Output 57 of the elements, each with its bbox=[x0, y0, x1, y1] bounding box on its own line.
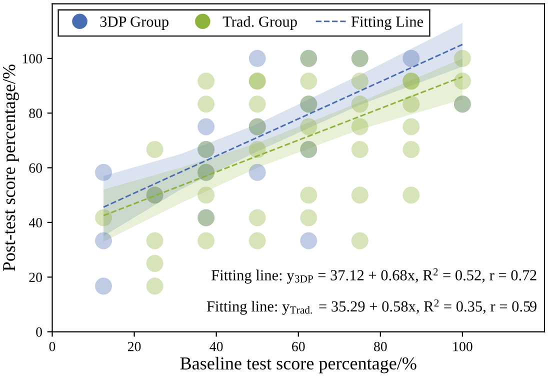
point bbox=[402, 96, 420, 113]
point bbox=[248, 232, 266, 250]
point bbox=[300, 186, 318, 204]
point bbox=[402, 140, 420, 158]
point bbox=[95, 278, 112, 295]
x-tick-label: 80 bbox=[374, 342, 387, 352]
legend-label: Trad. Group bbox=[222, 16, 297, 30]
point bbox=[248, 140, 266, 158]
x-tick-label: 20 bbox=[128, 342, 141, 352]
point bbox=[248, 209, 266, 226]
point bbox=[300, 118, 318, 136]
point bbox=[300, 209, 318, 226]
x-tick-label: 100 bbox=[453, 342, 472, 352]
annotation: Fitting line: y$_{3DP}$ = 37.12 + 0.68x, R$^{2}$ = 0.52, r = 0.72 bbox=[212, 268, 536, 284]
point bbox=[454, 72, 471, 90]
y-tick-label: 40 bbox=[28, 218, 42, 228]
point bbox=[351, 186, 368, 204]
line-series bbox=[102, 44, 464, 208]
point bbox=[402, 186, 420, 204]
point bbox=[146, 232, 164, 250]
point bbox=[95, 209, 112, 226]
point bbox=[198, 118, 215, 136]
y-tick-label: 0 bbox=[36, 327, 42, 337]
x-tick-label: 40 bbox=[210, 342, 223, 352]
y-tick-label: 20 bbox=[29, 272, 42, 282]
point bbox=[300, 72, 318, 90]
point bbox=[351, 140, 368, 158]
point bbox=[402, 118, 420, 136]
x-tick-label: 60 bbox=[292, 342, 305, 352]
point bbox=[248, 96, 266, 113]
annotation: Fitting line: y$_{Trad.}$ = 35.29 + 0.58x, R$^{2}$ = 0.35, r = 0.59 bbox=[206, 299, 536, 315]
x-tick-label: 0 bbox=[49, 342, 56, 352]
point bbox=[198, 96, 215, 113]
y-tick-label: 80 bbox=[29, 108, 42, 118]
y-axis-title: Post-test score percentage/% bbox=[3, 64, 19, 272]
point bbox=[146, 278, 164, 295]
point bbox=[351, 72, 368, 90]
point bbox=[248, 50, 266, 67]
point bbox=[351, 96, 368, 113]
point bbox=[300, 232, 318, 250]
point bbox=[146, 254, 164, 272]
point bbox=[95, 232, 112, 250]
y-tick-label: 100 bbox=[22, 54, 42, 64]
y-tick-label: 60 bbox=[29, 163, 42, 173]
point bbox=[351, 232, 368, 250]
point bbox=[402, 50, 420, 67]
point bbox=[198, 186, 215, 204]
legend-label: 3DP Group bbox=[100, 16, 168, 30]
point bbox=[198, 72, 215, 90]
x-axis-title: Baseline test score percentage/% bbox=[180, 356, 416, 374]
point bbox=[351, 118, 368, 136]
legend-label: Fitting Line bbox=[351, 16, 424, 30]
point bbox=[95, 164, 112, 181]
point bbox=[454, 50, 471, 67]
point bbox=[198, 232, 215, 250]
point bbox=[248, 164, 266, 181]
point bbox=[146, 140, 164, 158]
